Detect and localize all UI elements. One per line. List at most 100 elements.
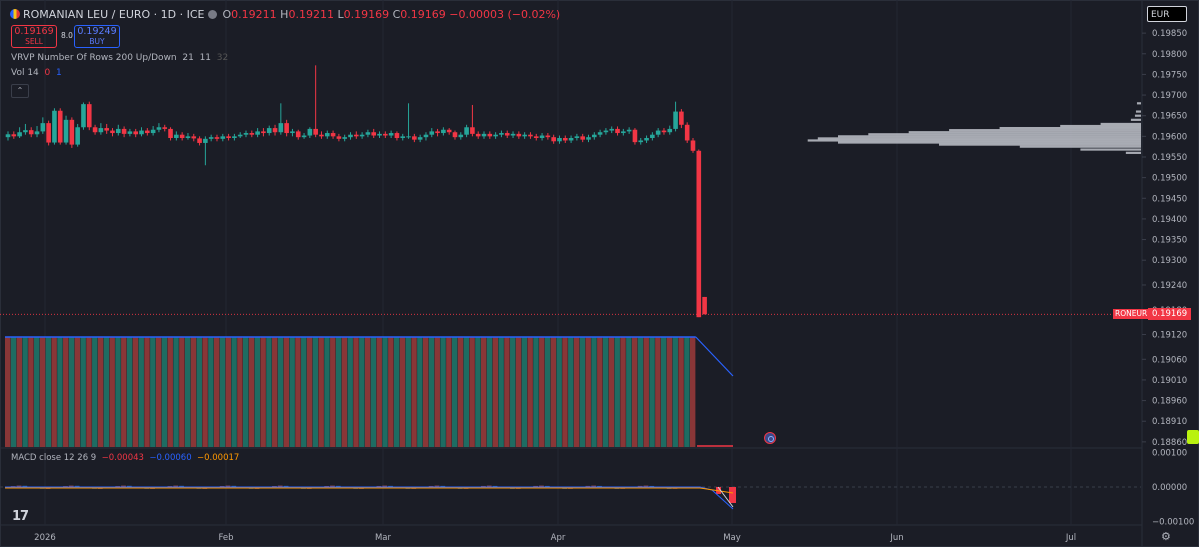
volume-bar — [277, 337, 284, 447]
symbol-price-tag: RONEUR — [1113, 309, 1150, 319]
volume-bar — [597, 337, 603, 447]
buy-price: 0.19249 — [77, 26, 117, 37]
symbol-header[interactable]: ROMANIAN LEU / EURO · 1D · ICE O0.19211 H… — [10, 8, 560, 21]
candle-body — [446, 129, 452, 133]
macd-legend[interactable]: MACD close 12 26 9 −0.00043 −0.00060 −0.… — [11, 453, 240, 463]
volume-bar — [399, 337, 406, 447]
alert-marker-icon[interactable] — [1187, 430, 1199, 444]
vrvp-row — [1100, 122, 1141, 126]
chevron-up-icon[interactable]: ⌃ — [11, 84, 29, 98]
volume-bar — [121, 337, 127, 447]
time-tick-label: Jun — [889, 533, 903, 543]
volume-bar — [556, 337, 562, 447]
candle-body — [150, 129, 156, 134]
price-tick-label: 0.19060 — [1152, 355, 1187, 365]
currency-select[interactable]: EUR — [1147, 6, 1187, 22]
price-tick-label: 0.19400 — [1152, 215, 1187, 225]
volume-bar — [283, 337, 290, 447]
sell-button[interactable]: 0.19169 SELL — [11, 25, 57, 48]
volume-bar — [626, 337, 632, 447]
candle-body — [115, 128, 121, 134]
candle-body — [499, 133, 504, 135]
candle-body — [638, 140, 644, 143]
candle-body — [586, 137, 591, 140]
price-tick-label: 0.19010 — [1152, 376, 1187, 386]
volume-bar — [689, 337, 696, 447]
candle-body — [609, 128, 615, 131]
candle-body — [40, 123, 46, 132]
candle-body — [545, 135, 551, 138]
candle-body — [650, 134, 655, 138]
candle-body — [533, 136, 539, 138]
vrvp-row — [949, 129, 1141, 132]
buy-button[interactable]: 0.19249 BUY — [74, 25, 120, 48]
price-tick-label: 0.19650 — [1152, 112, 1187, 122]
price-tick-label: 0.19300 — [1152, 256, 1187, 266]
last-price-label: 0.19169 — [1148, 308, 1192, 320]
volume-bar — [28, 337, 34, 447]
volume-bar — [86, 337, 92, 447]
volume-bar — [5, 337, 11, 447]
candle-body — [330, 133, 336, 137]
candle-body — [121, 128, 127, 134]
candle-body — [243, 133, 249, 135]
volume-legend[interactable]: Vol 14 0 1 — [11, 68, 62, 78]
tradingview-logo[interactable]: 17 — [12, 509, 29, 524]
price-tick-label: 0.19500 — [1152, 174, 1187, 184]
volume-bar — [10, 337, 17, 447]
buy-label: BUY — [89, 37, 105, 46]
volume-bar — [57, 337, 63, 447]
volume-bar — [643, 337, 649, 447]
candle-body — [162, 127, 168, 129]
volume-bar — [196, 337, 202, 447]
candle-body — [354, 134, 359, 137]
volume-bar — [179, 337, 185, 447]
candle-body — [197, 138, 202, 143]
candle-body — [278, 123, 284, 133]
candle-body — [342, 137, 347, 139]
candle-body — [626, 129, 632, 132]
volume-bar — [219, 337, 226, 447]
candle-body — [481, 133, 487, 137]
flag-logo-icon — [10, 9, 20, 19]
volume-bar — [585, 337, 591, 447]
volume-bar — [184, 337, 191, 447]
volume-bar — [579, 337, 586, 447]
candle-body — [644, 137, 649, 141]
volume-bar — [631, 337, 638, 447]
candle-body — [92, 127, 98, 133]
candle-body — [394, 133, 400, 138]
candle-body — [371, 132, 377, 136]
ohlc-values: O0.19211 H0.19211 L0.19169 C0.19169 −0.0… — [222, 8, 561, 21]
volume-bar — [463, 337, 469, 447]
volume-bar — [544, 337, 551, 447]
settings-gear-icon[interactable]: ⚙ — [1161, 530, 1171, 543]
volume-bar — [295, 337, 301, 447]
candle-body — [52, 110, 57, 143]
vrvp-legend[interactable]: VRVP Number Of Rows 200 Up/Down 21 11 32 — [11, 53, 229, 63]
volume-bar — [504, 337, 510, 447]
volume-bar — [359, 337, 365, 447]
price-tick-label: 0.18960 — [1152, 397, 1187, 407]
candle-body — [435, 131, 440, 134]
volume-bar — [260, 337, 266, 447]
candle-body — [290, 131, 295, 134]
time-tick-label: Jul — [1065, 533, 1076, 543]
volume-bar — [614, 337, 620, 447]
volume-bar — [80, 337, 86, 447]
event-marker-icon[interactable] — [764, 432, 776, 444]
candle-body — [655, 130, 661, 135]
volume-bar — [492, 337, 499, 447]
volume-bar — [539, 337, 545, 447]
macd-tick-label: 0.00000 — [1152, 483, 1187, 493]
volume-bar — [602, 337, 609, 447]
volume-bar — [353, 337, 359, 447]
candle-body — [470, 127, 475, 134]
volume-bar — [376, 337, 382, 447]
volume-bar — [289, 337, 295, 447]
volume-bar — [608, 337, 615, 447]
candle-body — [133, 131, 139, 135]
candle-body — [539, 135, 545, 138]
candle-body — [690, 140, 696, 151]
